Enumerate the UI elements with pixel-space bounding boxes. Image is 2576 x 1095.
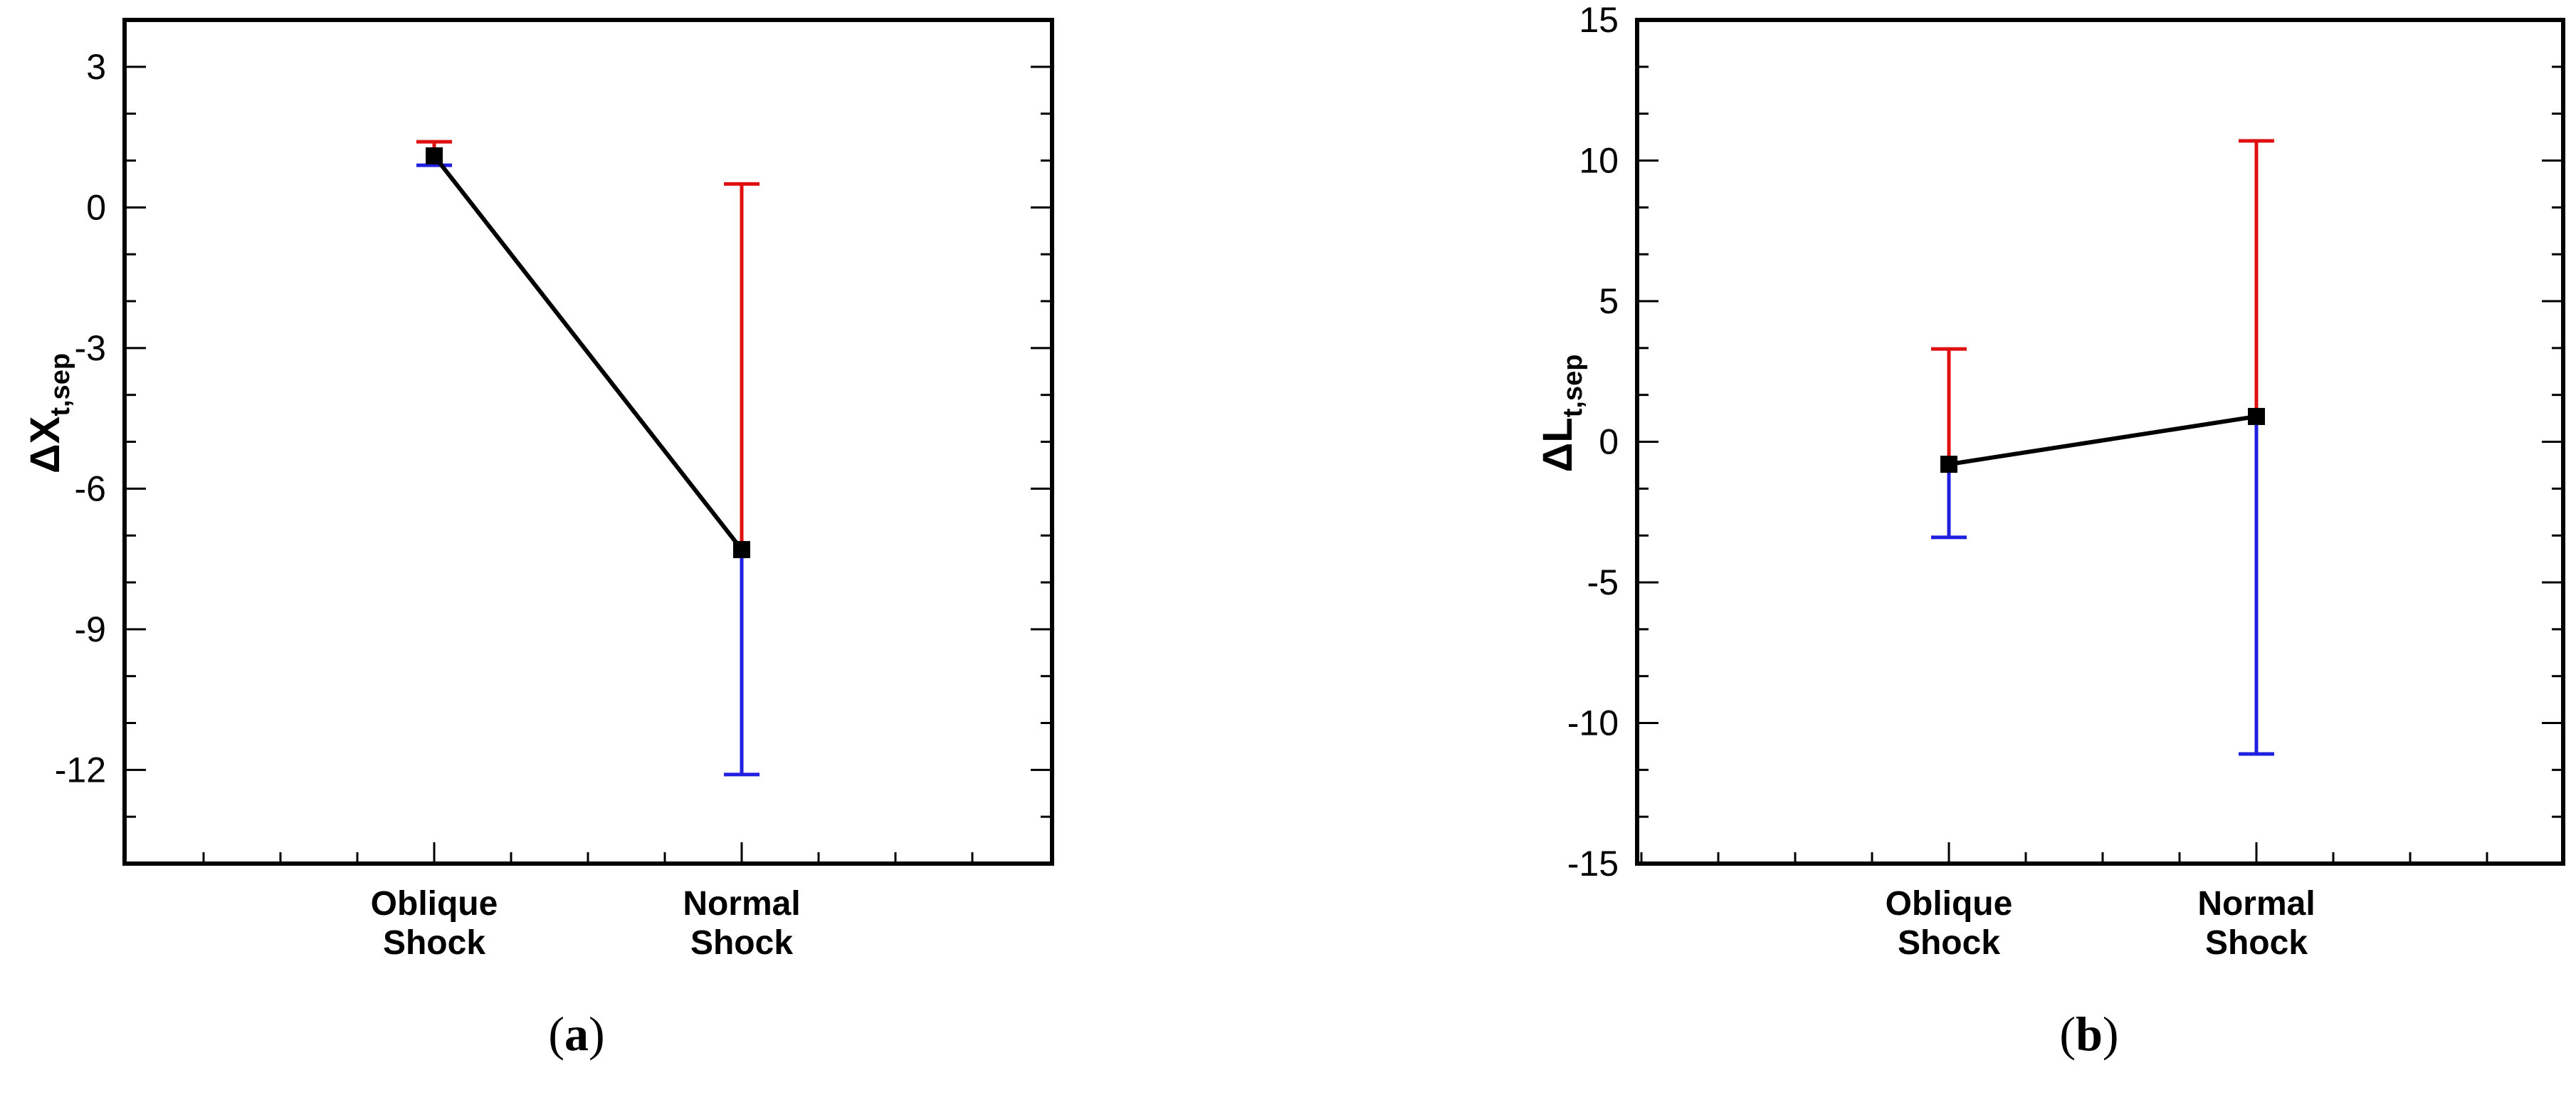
panel-a-series-line xyxy=(432,154,744,551)
panel-a-y-axis-label-sub: t,sep xyxy=(46,353,75,416)
panel-a-y-axis-label-main: ΔX xyxy=(22,416,68,473)
panel-a-category-label: Oblique xyxy=(371,885,498,923)
panel-b-caption: (b) xyxy=(2059,1007,2118,1061)
panel-b-ytick-label: 10 xyxy=(1579,141,1619,181)
panel-a-data-point xyxy=(426,147,443,164)
panel-b-caption-open: ( xyxy=(2059,1007,2076,1061)
panel-a-category-label: Shock xyxy=(383,924,485,962)
panel-a-ytick-label: -3 xyxy=(75,328,106,368)
panel-b-ytick-label: 15 xyxy=(1579,0,1619,40)
panel-a-ytick-label: 3 xyxy=(86,47,106,87)
panel-b-category-label: Normal xyxy=(2197,885,2315,923)
panel-b-y-axis-label-sub: t,sep xyxy=(1558,355,1588,418)
panel-a-category-label: Normal xyxy=(683,885,800,923)
chart-panel-a: 30-3-6-9-12ObliqueShockNormalShockΔXt,se… xyxy=(22,18,1054,1061)
panel-b-ytick-label: -10 xyxy=(1567,703,1619,743)
panel-b-ytick-label: -5 xyxy=(1587,562,1619,602)
panel-a-caption-letter: a xyxy=(564,1007,589,1061)
panel-a-category-label: Shock xyxy=(690,924,793,962)
panel-a-caption-close: ) xyxy=(589,1007,605,1061)
panel-a-ytick-label: -6 xyxy=(75,468,106,508)
panel-b-category-label: Shock xyxy=(1898,924,2000,962)
panel-a-ytick-label: 0 xyxy=(86,187,106,227)
panel-b-category-label: Shock xyxy=(2205,924,2308,962)
panel-b-data-point xyxy=(2248,407,2265,425)
panel-b-category-label: Oblique xyxy=(1886,885,2013,923)
panel-a-data-point xyxy=(733,540,750,558)
panel-a-caption-open: ( xyxy=(548,1007,564,1061)
panel-b-caption-letter: b xyxy=(2076,1007,2103,1061)
panel-a-plot-frame xyxy=(122,18,1054,866)
panel-b-ytick-label: 5 xyxy=(1599,281,1619,321)
panel-b-caption-close: ) xyxy=(2103,1007,2119,1061)
chart-panel-b: 151050-5-10-15ObliqueShockNormalShockΔLt… xyxy=(1535,0,2565,1061)
panel-b-y-axis-label-main: ΔL xyxy=(1535,417,1581,472)
panel-b-ytick-label: -15 xyxy=(1567,844,1619,884)
panel-a-ytick-label: -12 xyxy=(55,750,106,790)
panel-a-y-axis-label: ΔXt,sep xyxy=(22,353,75,473)
panel-a-caption: (a) xyxy=(548,1007,604,1061)
panel-b-y-axis-label: ΔLt,sep xyxy=(1535,355,1588,473)
panel-b-series-line xyxy=(1948,414,2257,467)
panel-b-ytick-label: 0 xyxy=(1599,422,1619,462)
panel-b-data-point xyxy=(1940,456,1957,473)
panel-a-ytick-label: -9 xyxy=(75,609,106,649)
